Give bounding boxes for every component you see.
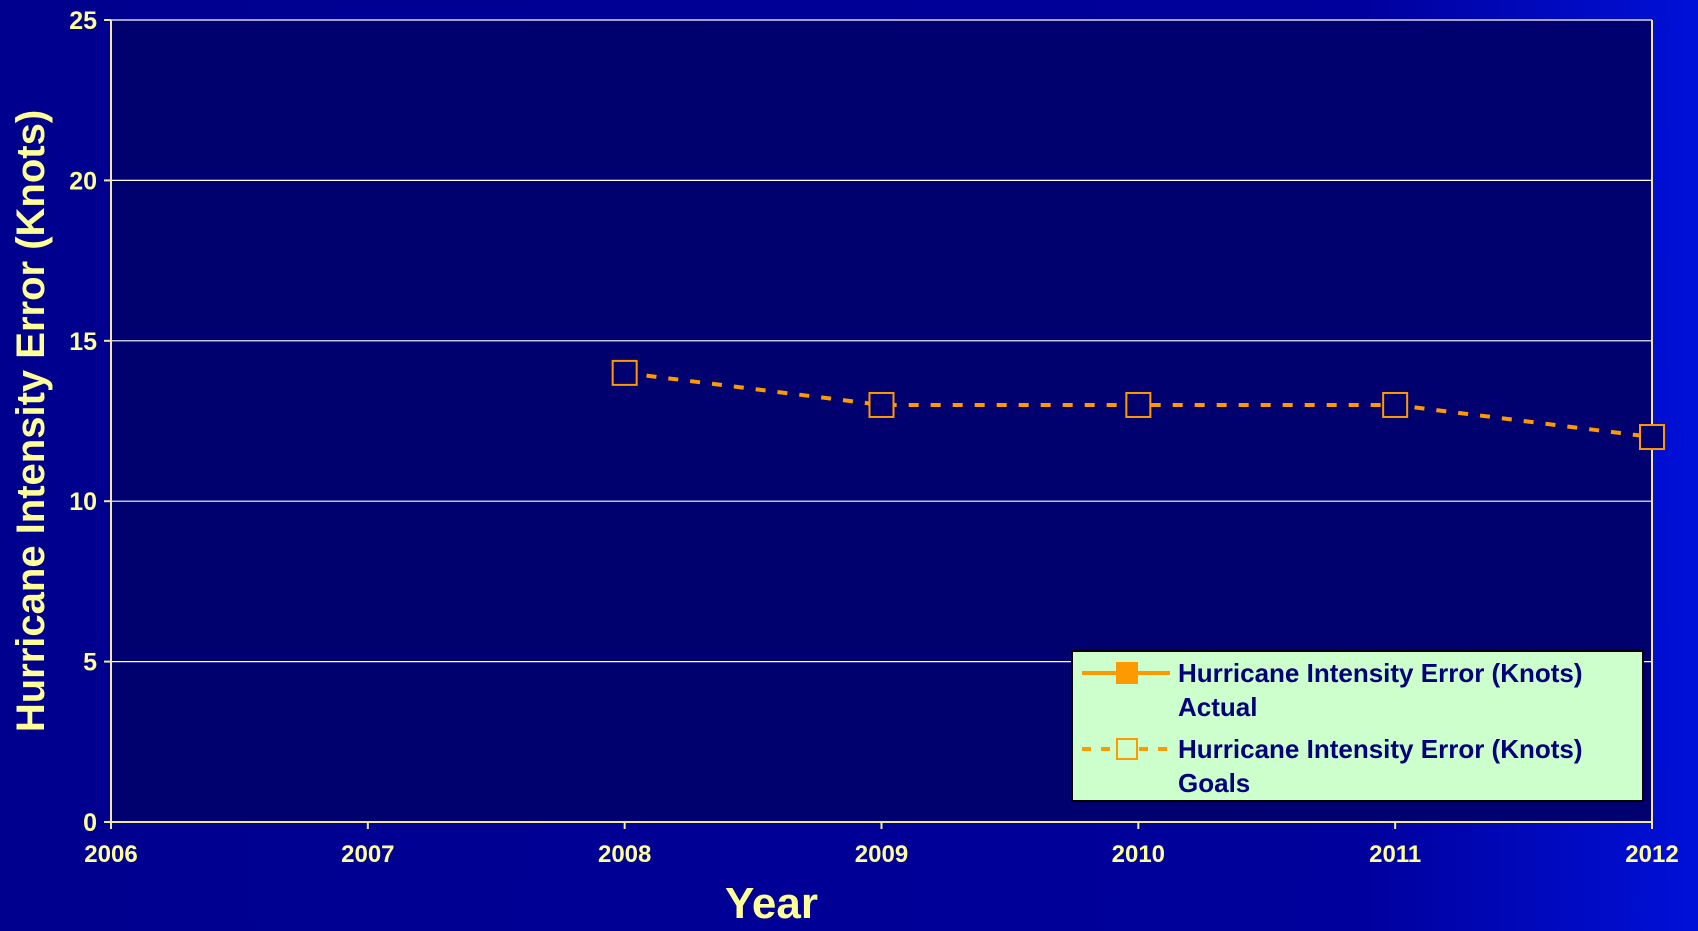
legend-box (1071, 650, 1644, 802)
data-point-2008 (611, 359, 638, 386)
x-tick-label-2009: 2009 (855, 841, 908, 868)
x-axis-title: Year (725, 879, 818, 926)
data-point-2010 (1125, 391, 1152, 418)
y-tick-label-20: 20 (69, 167, 97, 195)
x-tick-label-2007: 2007 (341, 841, 394, 868)
legend-label-actual-line1: Hurricane Intensity Error (Knots) (1178, 658, 1583, 688)
legend-entry-goals: Hurricane Intensity Error (Knots) Goals (1082, 734, 1583, 798)
legend-label-actual-line2: Actual (1178, 692, 1257, 722)
y-tick-label-25: 25 (69, 7, 97, 35)
x-tick-label-2011: 2011 (1369, 841, 1421, 868)
legend-label-goals-line2: Goals (1178, 768, 1250, 798)
tick-labels: 0 5 10 15 20 25 2006 2007 2008 2009 2010 2011 2012 (69, 7, 1679, 868)
x-tick-label-2008: 2008 (598, 841, 651, 868)
legend-label-goals-line1: Hurricane Intensity Error (Knots) (1178, 734, 1583, 764)
legend-entry-actual: Hurricane Intensity Error (Knots) Actual (1082, 658, 1583, 722)
data-point-2011 (1382, 391, 1409, 418)
series-group (611, 359, 1665, 451)
legend: Hurricane Intensity Error (Knots) Actual… (1071, 650, 1644, 802)
y-tick-label-15: 15 (69, 328, 97, 356)
y-tick-label-10: 10 (69, 488, 97, 516)
x-tick-label-2012: 2012 (1625, 841, 1678, 868)
legend-swatch-goals-marker (1116, 738, 1138, 760)
data-point-2012 (1639, 424, 1665, 451)
x-tick-label-2010: 2010 (1112, 841, 1165, 868)
y-tick-label-0: 0 (83, 809, 97, 837)
y-tick-label-5: 5 (83, 649, 97, 677)
x-tick-label-2006: 2006 (84, 841, 137, 868)
data-point-2009 (868, 391, 895, 418)
legend-swatch-actual-marker (1116, 662, 1138, 684)
y-axis-title: Hurricane Intensity Error (Knots) (9, 110, 53, 732)
